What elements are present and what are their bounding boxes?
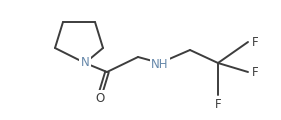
Text: NH: NH bbox=[151, 57, 169, 71]
Text: F: F bbox=[215, 98, 221, 111]
Text: O: O bbox=[95, 91, 105, 105]
Text: F: F bbox=[252, 66, 259, 78]
Text: N: N bbox=[81, 57, 89, 69]
Text: F: F bbox=[252, 36, 259, 48]
